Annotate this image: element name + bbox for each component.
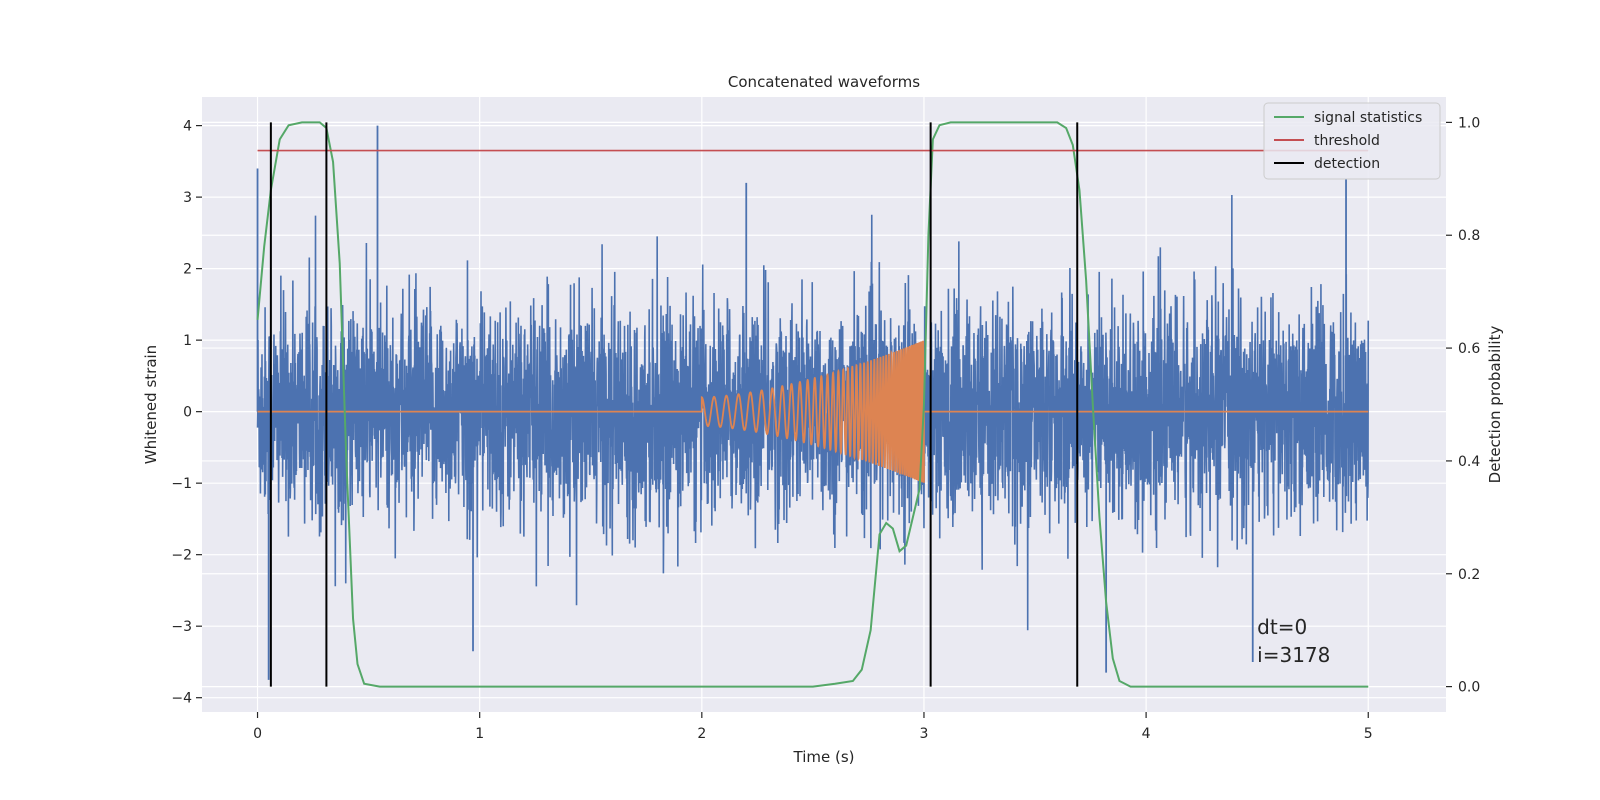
- annotation: dt=0 i=3178: [1257, 615, 1330, 667]
- y-axis-label: Whitened strain: [142, 345, 160, 464]
- y2-axis-label: Detection probability: [1486, 326, 1504, 484]
- y2-tick-label: 0.2: [1458, 567, 1480, 583]
- y2-tick-label: 0.4: [1458, 454, 1480, 470]
- x-tick-label: 5: [1364, 726, 1373, 742]
- legend: signal statistics threshold detection: [1263, 102, 1441, 180]
- y-tick-label: −4: [171, 691, 192, 707]
- axes: 0 1 2 3 4 5 −4 −3 −2 −1 0 1 2 3 4 0.0 0.2 0.4 0.6 0.8 1.0: [171, 115, 1480, 742]
- y-tick-label: 1: [183, 333, 192, 349]
- legend-entry: signal statistics: [1314, 110, 1422, 126]
- series-injected-waveform: [257, 340, 1369, 483]
- y2-tick-label: 0.8: [1458, 228, 1480, 244]
- y-tick-label: −3: [171, 619, 192, 635]
- legend-box: [1263, 102, 1441, 180]
- series-signal-statistics: [256, 121, 1369, 688]
- series-layer: [256, 121, 1370, 688]
- y-tick-label: −1: [171, 476, 192, 492]
- y2-tick-label: 0.6: [1458, 341, 1480, 357]
- y-tick-label: 2: [183, 262, 192, 278]
- chart-title: Concatenated waveforms: [728, 73, 920, 91]
- y-tick-label: 3: [183, 190, 192, 206]
- y2-tick-label: 0.0: [1458, 680, 1480, 696]
- y2-tick-label: 1.0: [1458, 115, 1480, 131]
- x-tick-label: 2: [697, 726, 706, 742]
- x-tick-label: 0: [253, 726, 262, 742]
- y-tick-label: 0: [183, 405, 192, 421]
- x-tick-label: 4: [1142, 726, 1151, 742]
- legend-entry: threshold: [1314, 133, 1380, 149]
- x-axis-label: Time (s): [793, 748, 855, 766]
- annotation-line: i=3178: [1257, 643, 1330, 667]
- y-tick-label: 4: [183, 119, 192, 135]
- y-tick-label: −2: [171, 548, 192, 564]
- legend-entry: detection: [1314, 156, 1380, 172]
- x-tick-label: 1: [475, 726, 484, 742]
- x-tick-label: 3: [920, 726, 929, 742]
- annotation-line: dt=0: [1257, 615, 1307, 639]
